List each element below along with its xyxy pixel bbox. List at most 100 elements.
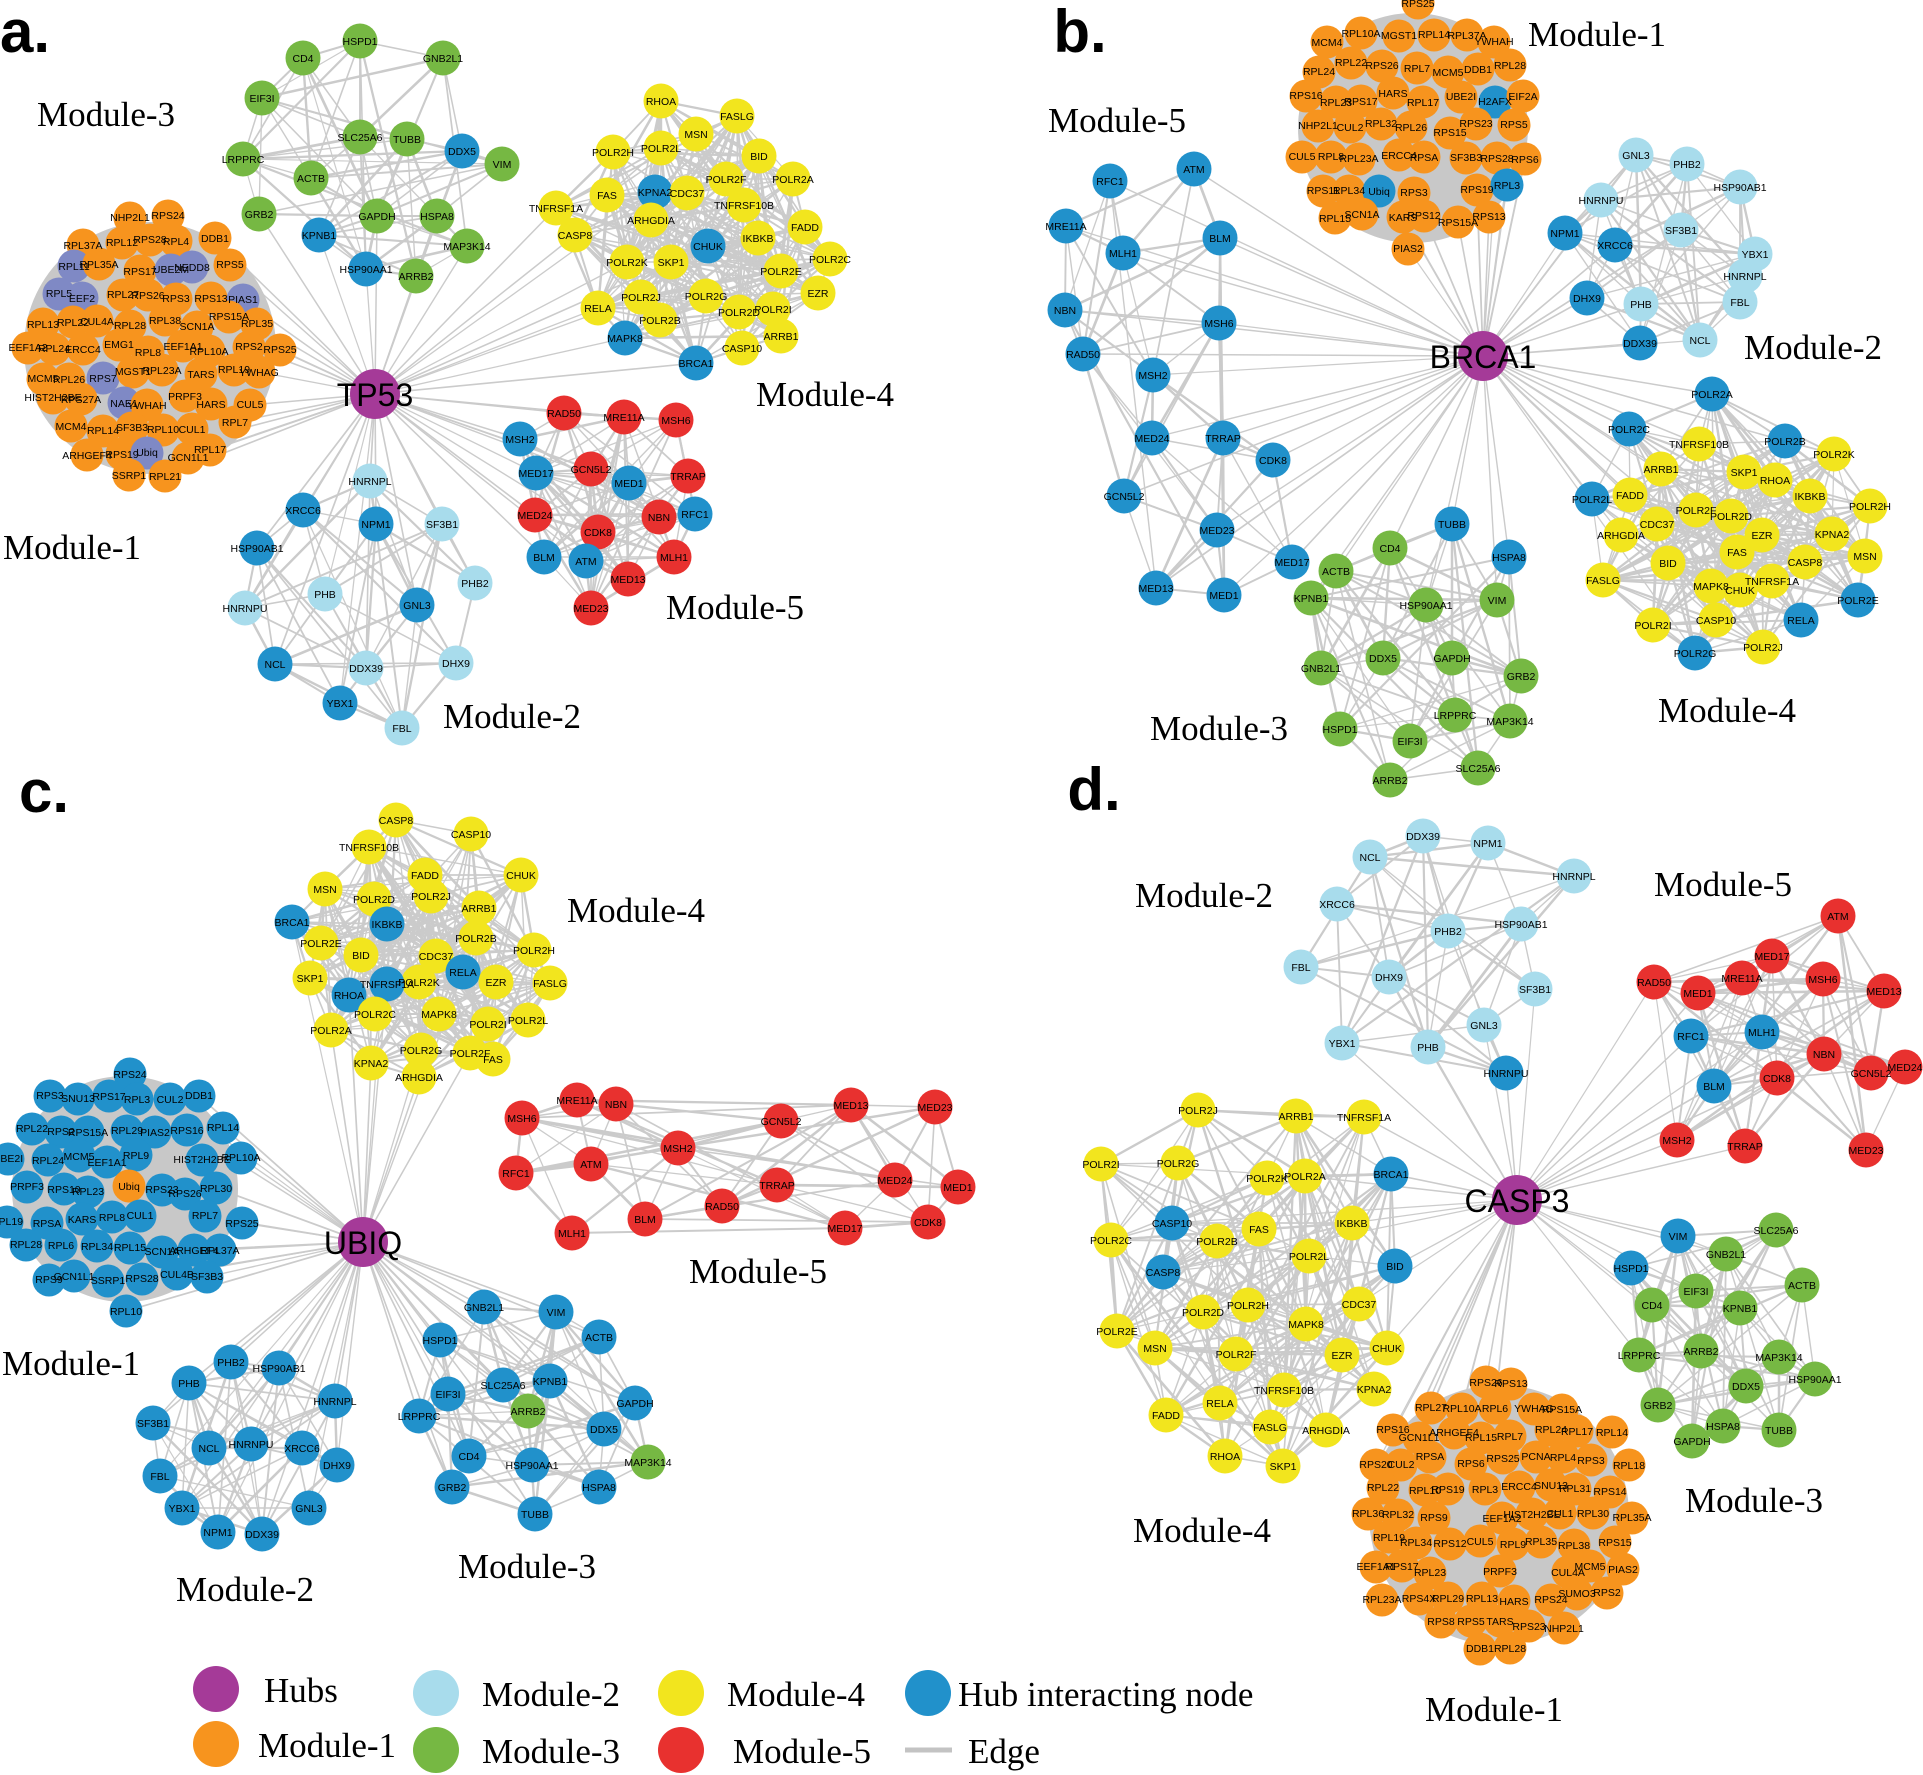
svg-text:SKP1: SKP1 [658,257,685,269]
svg-text:RPL14: RPL14 [1418,29,1450,41]
svg-text:POLR2E: POLR2E [1096,1326,1137,1338]
svg-text:YBX1: YBX1 [169,1503,196,1515]
svg-text:RPS3: RPS3 [1400,187,1428,199]
svg-text:MSH6: MSH6 [1808,974,1837,986]
svg-text:GNB2L1: GNB2L1 [423,53,463,65]
svg-text:RPL7: RPL7 [1497,1431,1523,1443]
svg-text:RPL10: RPL10 [147,424,179,436]
svg-text:ATM: ATM [1183,164,1204,176]
svg-text:RPL14: RPL14 [87,425,119,437]
svg-text:RPS26: RPS26 [131,290,164,302]
svg-text:RPL13: RPL13 [1466,1593,1498,1605]
svg-text:RPS6: RPS6 [1511,154,1539,166]
svg-text:DDB1: DDB1 [1466,1643,1494,1655]
svg-text:Module-5: Module-5 [733,1732,871,1771]
svg-text:ARHGEF4: ARHGEF4 [1429,1427,1479,1439]
svg-text:RPL9: RPL9 [123,1150,149,1162]
svg-text:POLR2C: POLR2C [1090,1235,1132,1247]
svg-text:TNFRSF1A: TNFRSF1A [1337,1112,1391,1124]
svg-text:HARS: HARS [1378,88,1407,100]
svg-text:Module-1: Module-1 [2,1344,140,1383]
svg-text:RPL10: RPL10 [110,1306,142,1318]
svg-text:EZR: EZR [486,977,507,989]
svg-text:RPL22: RPL22 [1367,1482,1399,1494]
svg-text:RPL11: RPL11 [58,261,89,273]
svg-text:POLR2J: POLR2J [1743,642,1783,654]
svg-text:RPL3: RPL3 [1494,180,1520,192]
svg-text:HSP90AA1: HSP90AA1 [505,1460,558,1472]
svg-text:TNFRSF1A: TNFRSF1A [1745,576,1799,588]
svg-text:UBIQ: UBIQ [324,1225,402,1261]
svg-text:RPL23: RPL23 [72,1186,104,1198]
svg-text:TNFRSF10B: TNFRSF10B [339,842,399,854]
svg-text:MED24: MED24 [877,1175,912,1187]
svg-text:DHX9: DHX9 [323,1460,351,1472]
svg-text:MRE11A: MRE11A [1721,973,1762,985]
svg-text:ARRB1: ARRB1 [1643,464,1678,476]
svg-text:RPSA: RPSA [1416,1451,1445,1463]
svg-text:RPS19: RPS19 [105,449,138,461]
svg-text:RPL35: RPL35 [1525,1536,1557,1548]
svg-text:XRCC6: XRCC6 [285,505,321,517]
svg-text:RPL28: RPL28 [114,320,146,332]
svg-text:d.: d. [1067,756,1120,823]
svg-text:MAPK8: MAPK8 [607,333,643,345]
svg-text:HNRNPL: HNRNPL [1723,271,1766,283]
svg-text:Module-3: Module-3 [1150,709,1288,748]
svg-text:CUL2: CUL2 [157,1094,184,1106]
svg-text:RPS27A: RPS27A [61,394,101,406]
svg-text:RPL35A: RPL35A [1612,1512,1651,1524]
svg-text:PIAS1: PIAS1 [228,294,258,306]
svg-text:ATM: ATM [1827,911,1848,923]
svg-text:GAPDH: GAPDH [1433,653,1470,665]
svg-text:FADD: FADD [1616,490,1644,502]
svg-text:SNU13: SNU13 [1534,1480,1568,1492]
svg-text:RPL15: RPL15 [1465,1432,1497,1444]
svg-text:VIM: VIM [547,1307,566,1319]
svg-text:RPS3: RPS3 [36,1090,64,1102]
svg-text:TUBB: TUBB [1765,1425,1793,1437]
svg-text:ARHGDIA: ARHGDIA [395,1072,443,1084]
svg-text:FBL: FBL [150,1471,169,1483]
svg-text:CUL5: CUL5 [237,399,264,411]
svg-text:POLR2H: POLR2H [1849,501,1891,513]
svg-text:TNFRSF1A: TNFRSF1A [360,979,414,991]
svg-text:CDK8: CDK8 [1259,455,1287,467]
svg-text:RPS2: RPS2 [47,1126,75,1138]
svg-text:MAPK8: MAPK8 [421,1009,457,1021]
svg-text:RPL19: RPL19 [218,364,250,376]
svg-text:BID: BID [352,950,370,962]
svg-text:SF3B1: SF3B1 [1665,225,1697,237]
svg-text:FASLG: FASLG [1253,1422,1287,1434]
svg-text:RPS19: RPS19 [1460,184,1493,196]
svg-text:TARS: TARS [187,369,214,381]
svg-text:DHX9: DHX9 [442,658,470,670]
svg-text:RPL34: RPL34 [81,1241,113,1253]
svg-text:RPS10: RPS10 [47,1184,80,1196]
svg-text:KARS: KARS [1389,212,1418,224]
svg-text:RPS15A: RPS15A [209,311,249,323]
svg-text:BLM: BLM [533,552,555,564]
svg-text:Module-1: Module-1 [3,528,141,567]
svg-text:Module-2: Module-2 [176,1570,314,1609]
svg-text:RPS24: RPS24 [113,1069,146,1081]
svg-text:Module-5: Module-5 [666,588,804,627]
svg-text:CUL1: CUL1 [1547,1508,1574,1520]
svg-text:RPSA: RPSA [1410,152,1439,164]
svg-text:DDB1: DDB1 [201,233,229,245]
svg-text:ARRB2: ARRB2 [1683,1346,1718,1358]
svg-text:HSPA8: HSPA8 [1706,1421,1740,1433]
svg-text:FAS: FAS [1727,547,1747,559]
svg-text:RPS28: RPS28 [1480,153,1513,165]
svg-text:YBX1: YBX1 [1742,249,1769,261]
svg-text:MAP3K14: MAP3K14 [1755,1352,1802,1364]
svg-text:NPM1: NPM1 [361,519,390,531]
svg-text:IKBKB: IKBKB [743,233,774,245]
svg-text:BID: BID [750,151,768,163]
svg-text:HNRNPU: HNRNPU [223,603,268,615]
svg-text:Module-5: Module-5 [1654,865,1792,904]
svg-text:MRE11A: MRE11A [603,412,644,424]
svg-text:RPS24: RPS24 [1534,1594,1567,1606]
svg-text:UBE2I: UBE2I [1446,91,1476,103]
svg-text:GNL3: GNL3 [1622,150,1650,162]
